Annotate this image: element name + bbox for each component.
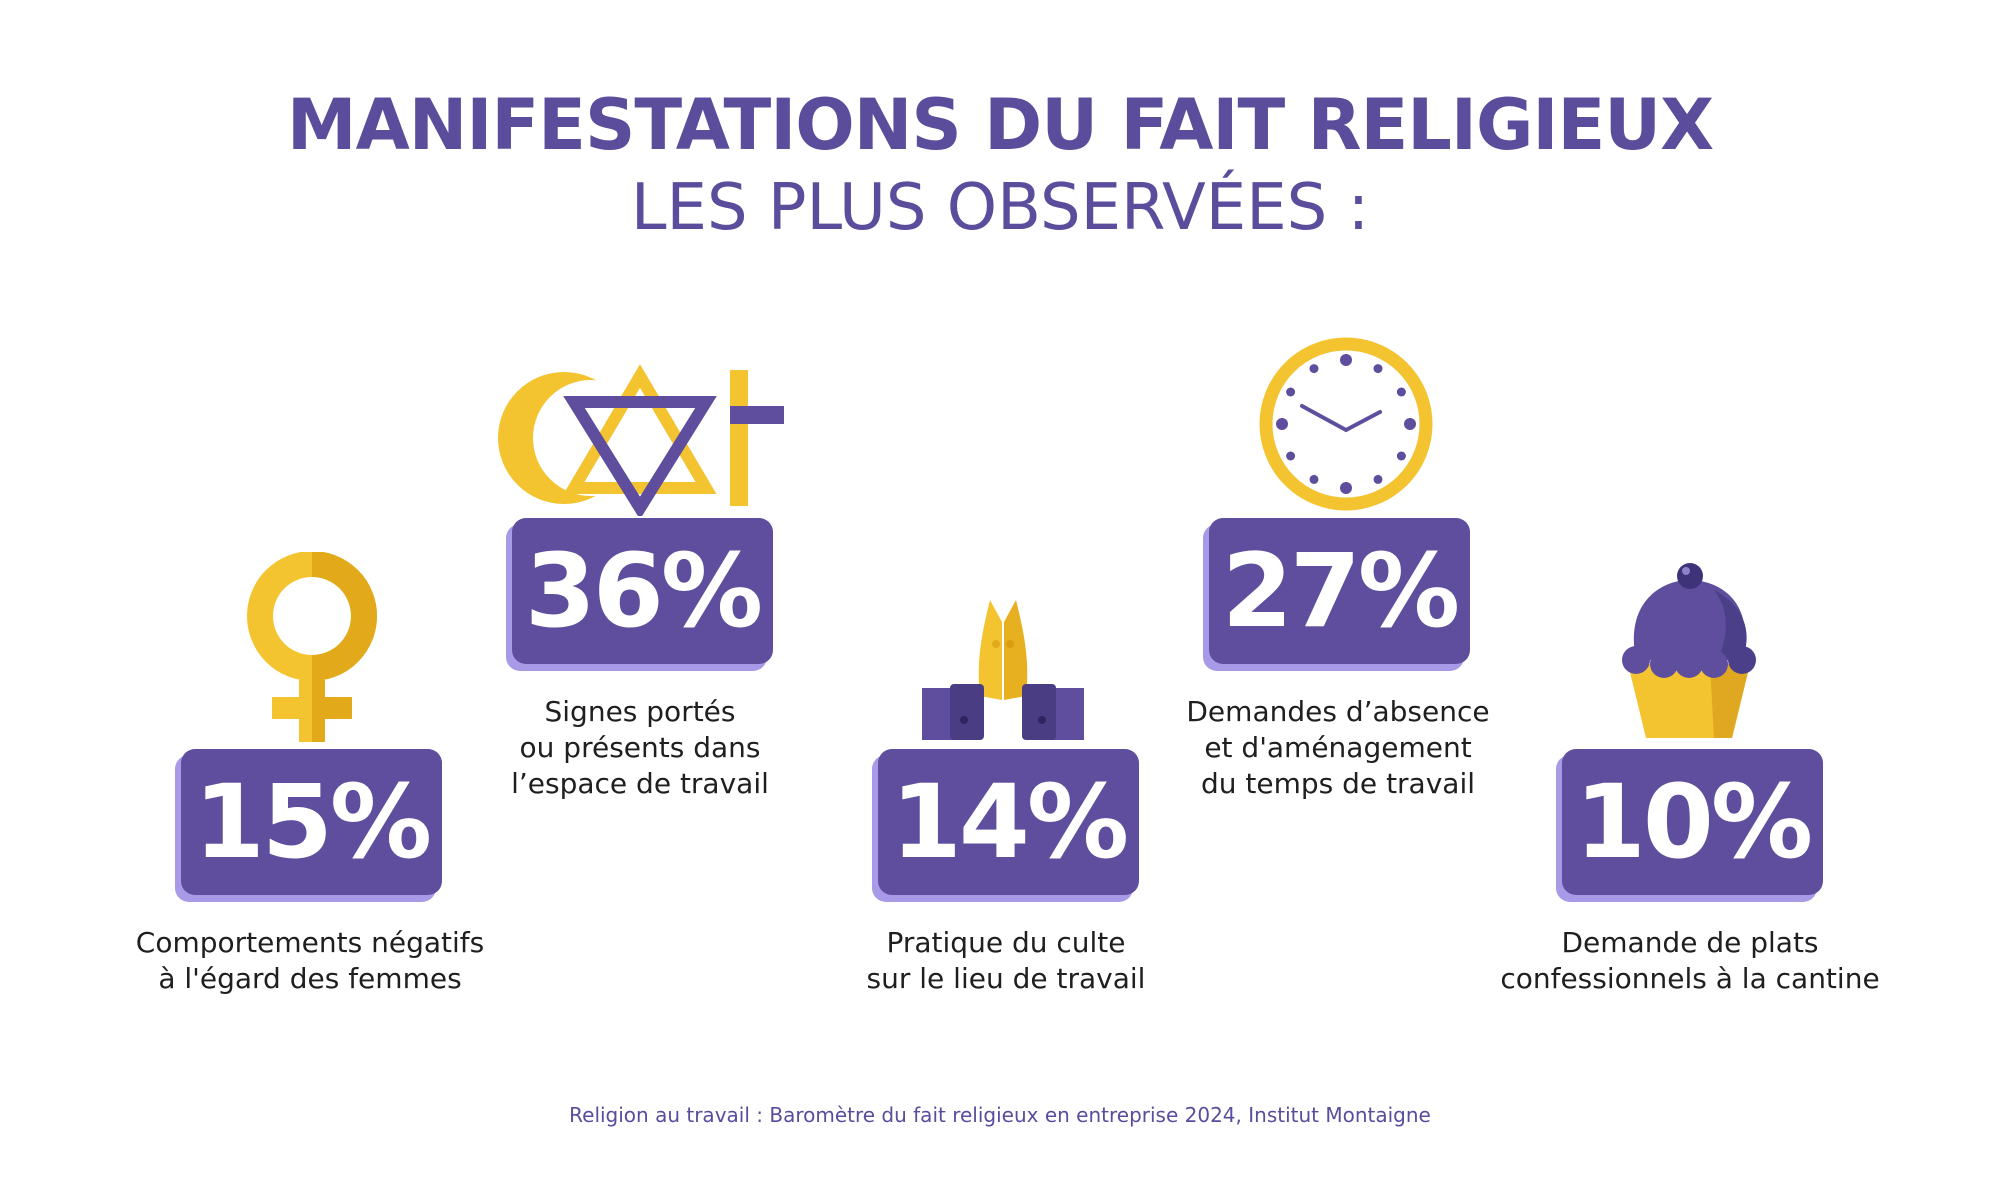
stat-caption: Pratique du culte sur le lieu de travail <box>866 926 1146 995</box>
stat-caption: Demande de plats confessionnels à la can… <box>1500 926 1880 995</box>
stat-badge: 10% <box>1556 749 1823 902</box>
stat-value: 36% <box>512 518 773 664</box>
title-main: MANIFESTATIONS DU FAIT RELIGIEUX <box>286 84 1714 166</box>
stat-value: 14% <box>878 749 1139 895</box>
stat-caption: Comportements négatifs à l'égard des fem… <box>135 926 485 995</box>
religious-symbols-icon <box>498 364 784 516</box>
clock-icon <box>1259 337 1433 511</box>
stat-caption: Signes portés ou présents dans l’espace … <box>511 695 769 800</box>
stat-badge: 15% <box>175 749 442 902</box>
stat-value: 10% <box>1562 749 1823 895</box>
female-symbol-icon <box>247 552 377 742</box>
title-subtitle: LES PLUS OBSERVÉES : <box>630 171 1370 245</box>
stat-badge: 14% <box>872 749 1139 902</box>
stat-caption: Demandes d’absence et d'aménagement du t… <box>1186 695 1490 800</box>
stat-value: 15% <box>181 749 442 895</box>
praying-hands-icon <box>922 600 1084 740</box>
stat-badge: 36% <box>506 518 773 671</box>
cupcake-icon <box>1622 563 1756 738</box>
source-citation: Religion au travail : Baromètre du fait … <box>569 1103 1431 1127</box>
stat-value: 27% <box>1209 518 1470 664</box>
stat-badge: 27% <box>1203 518 1470 671</box>
